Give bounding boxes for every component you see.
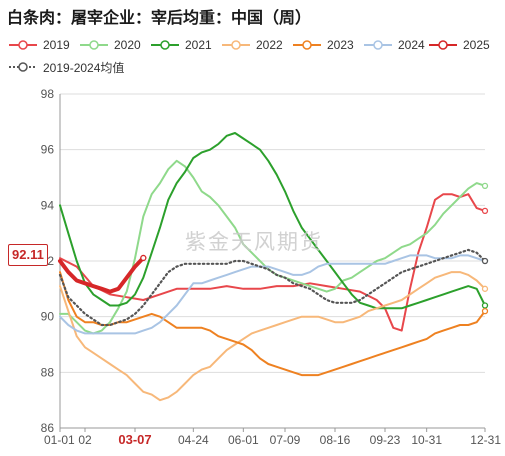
legend-swatch-2019 [9, 40, 37, 50]
legend-label-2022: 2022 [256, 38, 283, 52]
x-tick-label: 03-07 [118, 432, 151, 447]
x-tick-label: 06-01 [228, 433, 259, 447]
legend-swatch-avg [9, 62, 37, 72]
legend-item-avg[interactable]: 2019-2024均值 [8, 58, 124, 76]
y-tick-label: 88 [41, 365, 55, 379]
legend-swatch-2024 [364, 40, 392, 50]
x-tick-label: 02 [78, 433, 92, 447]
x-tick-label: 01-01 [44, 433, 75, 447]
x-tick-label: 04-24 [178, 433, 209, 447]
legend-swatch-2021 [151, 40, 179, 50]
series-end-point-2023 [481, 307, 489, 315]
watermark: 紫金天风期货 [185, 230, 323, 254]
legend-swatch-2022 [222, 40, 250, 50]
series-line-2023 [59, 271, 486, 377]
legend-label-2021: 2021 [185, 38, 212, 52]
x-tick-label: 09-23 [370, 433, 401, 447]
legend-item-2020[interactable]: 2020 [79, 36, 141, 54]
y-tick-label: 86 [41, 421, 55, 435]
legend-label-2020: 2020 [114, 38, 141, 52]
legend-swatch-2023 [293, 40, 321, 50]
series-line-2022 [59, 271, 486, 402]
legend-item-2024[interactable]: 2024 [363, 36, 425, 54]
legend-label-2023: 2023 [327, 38, 354, 52]
series-line-2021 [59, 132, 486, 310]
legend-label-2024: 2024 [398, 38, 425, 52]
x-tick-label: 07-09 [270, 433, 301, 447]
legend-label-2025: 2025 [463, 38, 490, 52]
legend-item-2019[interactable]: 2019 [8, 36, 70, 54]
x-tick-label: 10-31 [411, 433, 442, 447]
legend-label-avg: 2019-2024均值 [43, 60, 125, 75]
series-end-point-2021 [481, 302, 489, 309]
legend-item-2025[interactable]: 2025 [428, 36, 490, 54]
y-tick-label: 94 [41, 198, 55, 212]
series-line-2019 [59, 193, 486, 332]
series-end-point-2022 [481, 285, 489, 292]
series-line-avg [58, 248, 487, 327]
x-tick-label: 12-31 [470, 433, 501, 447]
legend-item-2023[interactable]: 2023 [292, 36, 354, 54]
legend-swatch-2025 [429, 40, 457, 50]
series-end-point-2025 [140, 254, 147, 262]
legend-item-2022[interactable]: 2022 [221, 36, 283, 54]
y-tick-label: 90 [41, 310, 55, 324]
legend-swatch-2020 [80, 40, 108, 50]
series-line-2025 [58, 255, 146, 294]
x-tick-label: 08-16 [320, 433, 351, 447]
y-tick-label: 98 [41, 87, 55, 101]
legend-label-2019: 2019 [43, 38, 70, 52]
series-line-2024 [59, 254, 486, 335]
y-tick-label: 96 [41, 143, 55, 157]
series-end-point-avg [481, 257, 489, 265]
latest-value-badge: 92.11 [8, 244, 48, 266]
chart-title: 白条肉：屠宰企业：宰后均重：中国（周） [7, 8, 312, 27]
series-end-point-2020 [481, 182, 489, 190]
series-end-point-2019 [481, 207, 489, 215]
legend-item-2021[interactable]: 2021 [150, 36, 212, 54]
